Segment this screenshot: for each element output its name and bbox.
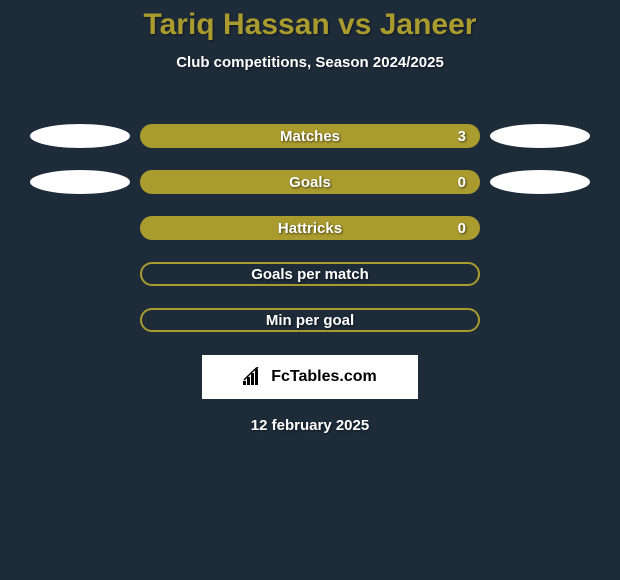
stat-bar: Min per goal [140, 308, 480, 332]
stat-bar: Matches 3 [140, 124, 480, 148]
stat-value: 3 [458, 128, 466, 145]
stat-value: 0 [458, 174, 466, 191]
stat-row: Min per goal [0, 297, 620, 343]
stat-label: Goals [289, 174, 331, 191]
page-title: Tariq Hassan vs Janeer [0, 0, 620, 42]
right-value-bubble [490, 170, 590, 194]
bar-chart-icon [243, 367, 265, 387]
stat-bar: Goals per match [140, 262, 480, 286]
left-value-bubble [30, 170, 130, 194]
stat-rows: Matches 3 Goals 0 Hattricks 0 Goals per match M… [0, 113, 620, 343]
right-value-bubble [490, 124, 590, 148]
date-text: 12 february 2025 [0, 417, 620, 434]
stat-label: Matches [280, 128, 340, 145]
attribution-text: FcTables.com [271, 368, 377, 386]
comparison-card: Tariq Hassan vs Janeer Club competitions… [0, 0, 620, 580]
stat-bar: Goals 0 [140, 170, 480, 194]
stat-bar: Hattricks 0 [140, 216, 480, 240]
page-subtitle: Club competitions, Season 2024/2025 [0, 54, 620, 71]
left-value-bubble [30, 124, 130, 148]
stat-label: Goals per match [251, 266, 369, 283]
stat-label: Hattricks [278, 220, 342, 237]
stat-row: Matches 3 [0, 113, 620, 159]
stat-row: Goals per match [0, 251, 620, 297]
attribution-badge: FcTables.com [202, 355, 418, 399]
stat-value: 0 [458, 220, 466, 237]
stat-label: Min per goal [266, 312, 354, 329]
stat-row: Hattricks 0 [0, 205, 620, 251]
stat-row: Goals 0 [0, 159, 620, 205]
